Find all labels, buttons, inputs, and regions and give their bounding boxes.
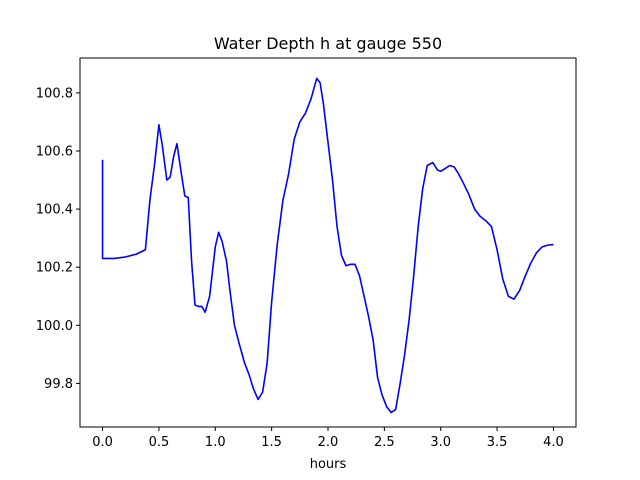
x-tick-label: 0.0 (92, 435, 113, 450)
plot-frame (79, 57, 577, 428)
x-tick-label: 3.0 (430, 435, 451, 450)
y-tick-label: 100.4 (36, 203, 73, 218)
x-tick-label: 2.5 (374, 435, 395, 450)
y-tick-label: 100.6 (36, 144, 73, 159)
axis-ticks: 0.0 0.5 1.0 1.5 2.0 2.5 3.0 3.5 4.0 99.8 100.0 100.… (36, 86, 564, 450)
x-axis-label: hours (310, 457, 347, 472)
y-tick-label: 99.8 (44, 377, 73, 392)
x-tick-label: 0.5 (149, 435, 170, 450)
x-tick-label: 1.0 (205, 435, 226, 450)
x-tick-label: 2.0 (318, 435, 339, 450)
series-line-0 (101, 77, 554, 414)
x-tick-label: 3.5 (487, 435, 508, 450)
y-tick-label: 100.0 (36, 319, 73, 334)
x-tick-label: 1.5 (261, 435, 282, 450)
y-tick-label: 100.8 (36, 86, 73, 101)
plot-area (101, 77, 554, 414)
y-tick-label: 100.2 (36, 261, 73, 276)
chart-title: Water Depth h at gauge 550 (214, 34, 442, 53)
x-tick-label: 4.0 (543, 435, 564, 450)
